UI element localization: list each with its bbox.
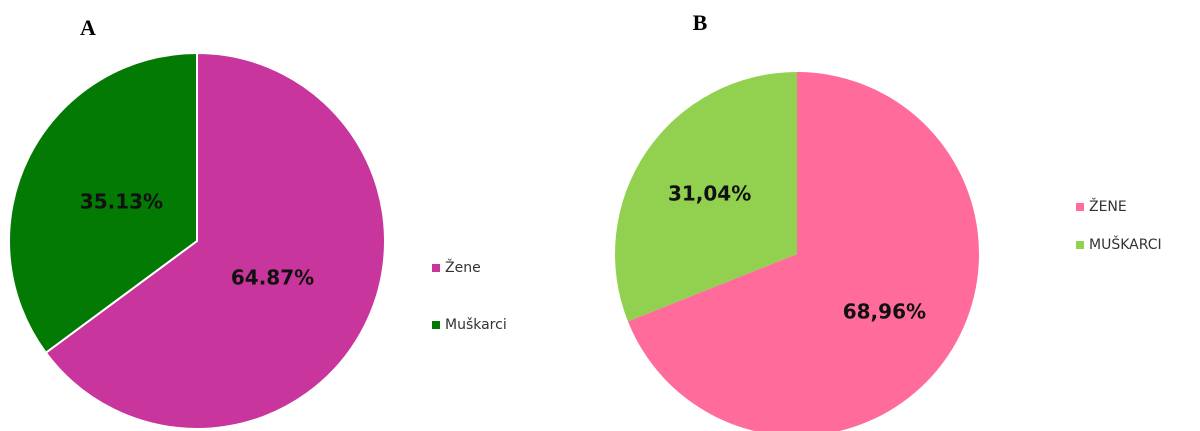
legend-label: Muškarci <box>445 317 507 333</box>
legend-swatch <box>1076 203 1084 211</box>
legend-swatch <box>432 321 440 329</box>
legend-swatch <box>432 264 440 272</box>
legend-label: MUŠKARCI <box>1089 235 1162 253</box>
pie-slice <box>615 72 797 322</box>
pie-slice <box>8 51 198 355</box>
chart-title: A <box>80 15 96 40</box>
legend-swatch <box>1076 241 1084 249</box>
legend-label: Žene <box>445 258 481 276</box>
legend-label: ŽENE <box>1089 197 1127 215</box>
pie-slice <box>627 72 979 431</box>
value-label: 68,96% <box>843 300 926 324</box>
value-label: 35.13% <box>80 189 163 213</box>
pie-slice <box>44 51 386 430</box>
value-label: 31,04% <box>668 181 751 205</box>
chart-title: B <box>693 10 708 35</box>
value-label: 64.87% <box>231 266 314 290</box>
